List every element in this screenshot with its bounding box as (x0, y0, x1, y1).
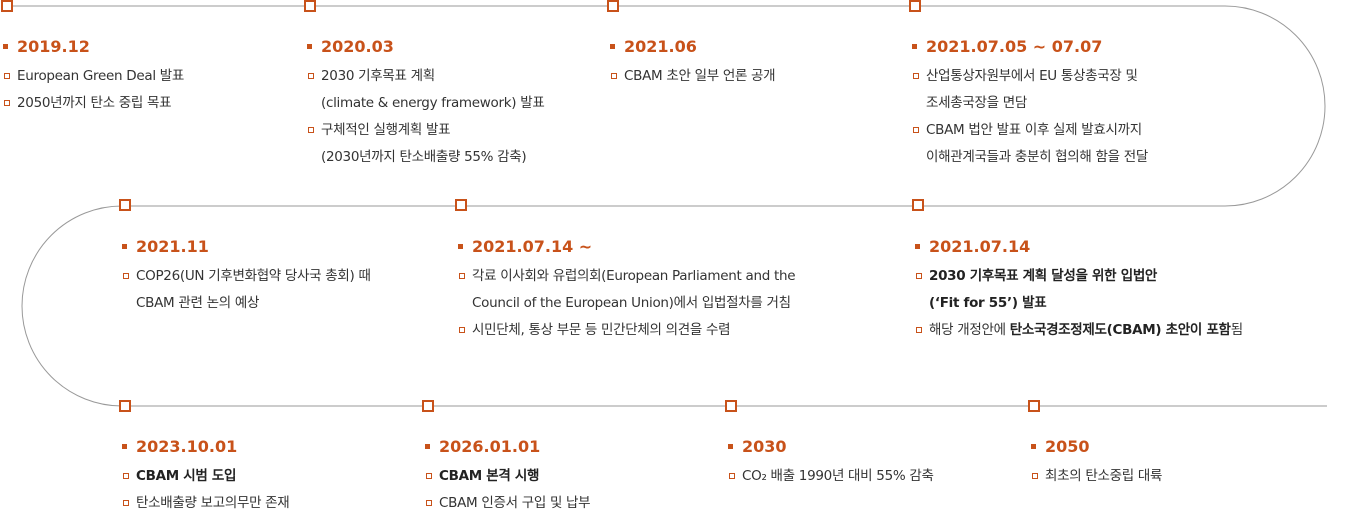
event-item: 시민단체, 통상 부문 등 민간단체의 의견을 수렴 (458, 317, 878, 344)
event-item-bold: CBAM 본격 시행 (439, 468, 540, 484)
event-date: 2021.11 (122, 237, 452, 257)
timeline-node (1028, 400, 1040, 412)
event-date: 2021.07.14 ~ (458, 237, 878, 257)
event-items: 각료 이사회와 유럽의회(European Parliament and the… (458, 263, 878, 344)
event-item: CBAM 시범 도입 (122, 463, 452, 490)
event-item: 2030 기후목표 계획 (climate & energy framework… (307, 63, 637, 117)
timeline-node (725, 400, 737, 412)
event-date: 2021.06 (610, 37, 940, 57)
event-item: 각료 이사회와 유럽의회(European Parliament and the… (458, 263, 878, 317)
timeline-event: 2026.01.01 CBAM 본격 시행 CBAM 인증서 구입 및 납부 (425, 437, 755, 517)
event-item: European Green Deal 발표 (3, 63, 333, 90)
event-items: 2030 기후목표 계획 달성을 위한 입법안 (‘Fit for 55’) 발… (915, 263, 1335, 344)
timeline-event: 2021.07.14 ~ 각료 이사회와 유럽의회(European Parli… (458, 237, 878, 344)
timeline-node (912, 199, 924, 211)
timeline-event: 2021.07.05 ~ 07.07 산업통상자원부에서 EU 통상총국장 및 … (912, 37, 1252, 171)
timeline-event: 2021.11 COP26(UN 기후변화협약 당사국 총회) 때 CBAM 관… (122, 237, 452, 317)
event-date: 2026.01.01 (425, 437, 755, 457)
event-item: 산업통상자원부에서 EU 통상총국장 및 조세총국장을 면담 (912, 63, 1252, 117)
event-item: COP26(UN 기후변화협약 당사국 총회) 때 CBAM 관련 논의 예상 (122, 263, 452, 317)
timeline-event: 2021.06 CBAM 초안 일부 언론 공개 (610, 37, 940, 90)
timeline-node (909, 0, 921, 12)
event-items: 산업통상자원부에서 EU 통상총국장 및 조세총국장을 면담 CBAM 법안 발… (912, 63, 1252, 171)
timeline-event: 2030 CO₂ 배출 1990년 대비 55% 감축 (728, 437, 1058, 490)
event-item: 최초의 탄소중립 대륙 (1031, 463, 1331, 490)
timeline-event: 2020.03 2030 기후목표 계획 (climate & energy f… (307, 37, 637, 171)
event-items: CBAM 본격 시행 CBAM 인증서 구입 및 납부 (425, 463, 755, 517)
timeline-node (422, 400, 434, 412)
event-date: 2030 (728, 437, 1058, 457)
event-date: 2020.03 (307, 37, 637, 57)
event-item-bold: 2030 기후목표 계획 달성을 위한 입법안 (‘Fit for 55’) 발… (929, 268, 1158, 311)
event-item: CBAM 본격 시행 (425, 463, 755, 490)
timeline-event: 2050 최초의 탄소중립 대륙 (1031, 437, 1331, 490)
event-date: 2021.07.14 (915, 237, 1335, 257)
event-item-post: 됨 (1230, 322, 1243, 338)
event-item-bold: 탄소국경조정제도(CBAM) 초안이 포함 (1009, 322, 1231, 338)
event-item: 2050년까지 탄소 중립 목표 (3, 90, 333, 117)
event-items: 최초의 탄소중립 대륙 (1031, 463, 1331, 490)
event-date: 2021.07.05 ~ 07.07 (912, 37, 1252, 57)
timeline-event: 2021.07.14 2030 기후목표 계획 달성을 위한 입법안 (‘Fit… (915, 237, 1335, 344)
event-item: 해당 개정안에 탄소국경조정제도(CBAM) 초안이 포함됨 (915, 317, 1335, 344)
event-items: 2030 기후목표 계획 (climate & energy framework… (307, 63, 637, 171)
event-item-pre: 해당 개정안에 (929, 322, 1010, 338)
timeline-event: 2023.10.01 CBAM 시범 도입 탄소배출량 보고의무만 존재 (122, 437, 452, 517)
event-items: COP26(UN 기후변화협약 당사국 총회) 때 CBAM 관련 논의 예상 (122, 263, 452, 317)
timeline-node (607, 0, 619, 12)
event-items: CBAM 시범 도입 탄소배출량 보고의무만 존재 (122, 463, 452, 517)
timeline-event: 2019.12 European Green Deal 발표 2050년까지 탄… (3, 37, 333, 117)
event-date: 2019.12 (3, 37, 333, 57)
timeline-node (119, 400, 131, 412)
event-item: CO₂ 배출 1990년 대비 55% 감축 (728, 463, 1058, 490)
timeline-node (304, 0, 316, 12)
event-item: 구체적인 실행계획 발표 (2030년까지 탄소배출량 55% 감축) (307, 117, 637, 171)
event-item: 2030 기후목표 계획 달성을 위한 입법안 (‘Fit for 55’) 발… (915, 263, 1335, 317)
event-item: 탄소배출량 보고의무만 존재 (122, 490, 452, 517)
event-items: CBAM 초안 일부 언론 공개 (610, 63, 940, 90)
event-item: CBAM 인증서 구입 및 납부 (425, 490, 755, 517)
timeline-node (119, 199, 131, 211)
event-date: 2050 (1031, 437, 1331, 457)
event-items: European Green Deal 발표 2050년까지 탄소 중립 목표 (3, 63, 333, 117)
event-items: CO₂ 배출 1990년 대비 55% 감축 (728, 463, 1058, 490)
timeline-node (1, 0, 13, 12)
event-item: CBAM 초안 일부 언론 공개 (610, 63, 940, 90)
event-item-bold: CBAM 시범 도입 (136, 468, 237, 484)
timeline-node (455, 199, 467, 211)
event-item: CBAM 법안 발표 이후 실제 발효시까지 이해관계국들과 충분히 협의해 함… (912, 117, 1252, 171)
event-date: 2023.10.01 (122, 437, 452, 457)
